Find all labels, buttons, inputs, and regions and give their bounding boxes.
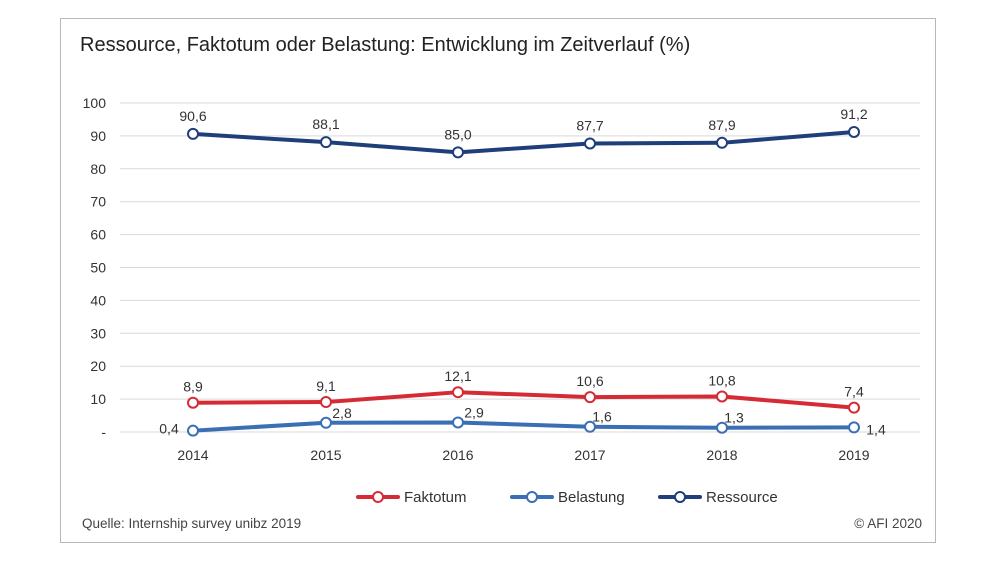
x-tick-label: 2018 <box>706 447 737 463</box>
y-tick-label: 30 <box>90 325 106 341</box>
data-point-faktotum <box>848 401 860 414</box>
series-group <box>187 125 860 437</box>
data-point-faktotum <box>452 386 464 399</box>
data-point-ressource <box>848 125 860 138</box>
data-label: 88,1 <box>312 116 339 132</box>
y-tick-label: 100 <box>83 95 107 111</box>
data-label: 1,4 <box>866 421 886 437</box>
data-label: 2,9 <box>464 404 484 420</box>
x-axis: 2014 2015 2016 2017 2018 2019 <box>177 447 869 463</box>
data-point-ressource <box>584 137 596 150</box>
data-label: 90,6 <box>179 108 206 124</box>
copyright-note: © AFI 2020 <box>854 516 922 531</box>
y-tick-label: 80 <box>90 161 106 177</box>
data-point-faktotum <box>584 391 596 404</box>
series-line-ressource <box>191 129 856 155</box>
y-tick-label: 60 <box>90 227 106 243</box>
data-label: 91,2 <box>840 106 867 122</box>
gridlines <box>120 102 920 433</box>
x-tick-label: 2019 <box>838 447 869 463</box>
legend-marker-belastung <box>526 491 538 503</box>
data-point-belastung <box>848 421 860 434</box>
y-tick-label: 10 <box>90 391 106 407</box>
data-label: 87,9 <box>708 117 735 133</box>
data-point-belastung <box>716 421 728 434</box>
data-point-belastung <box>320 416 332 429</box>
data-point-belastung <box>187 424 199 437</box>
data-label: 10,6 <box>576 373 603 389</box>
data-label: 0,4 <box>159 421 179 437</box>
data-label: 1,6 <box>592 409 612 425</box>
y-tick-label: - <box>101 424 106 440</box>
data-label: 1,3 <box>724 410 744 426</box>
series-line-faktotum <box>191 390 856 410</box>
x-tick-label: 2016 <box>442 447 473 463</box>
data-label: 9,1 <box>316 378 336 394</box>
legend-label-faktotum: Faktotum <box>404 489 467 506</box>
legend: Faktotum Belastung Ressource <box>356 489 778 506</box>
legend-label-belastung: Belastung <box>558 489 625 506</box>
data-label: 8,9 <box>183 379 203 395</box>
chart-title: Ressource, Faktotum oder Belastung: Entw… <box>80 34 691 56</box>
data-point-belastung <box>452 416 464 429</box>
data-label: 85,0 <box>444 126 471 142</box>
data-point-ressource <box>320 136 332 149</box>
y-tick-label: 40 <box>90 292 106 308</box>
y-tick-label: 90 <box>90 128 106 144</box>
data-point-faktotum <box>320 396 332 409</box>
y-tick-label: 70 <box>90 194 106 210</box>
data-point-ressource <box>452 146 464 159</box>
chart-frame <box>60 18 936 543</box>
data-label: 2,8 <box>332 405 352 421</box>
data-point-ressource <box>716 136 728 149</box>
data-point-faktotum <box>716 390 728 403</box>
data-label: 7,4 <box>844 384 864 400</box>
data-point-faktotum <box>187 396 199 409</box>
legend-marker-ressource <box>674 491 686 503</box>
y-axis: - 10 20 30 40 50 60 70 80 90 100 <box>83 95 107 440</box>
data-label: 12,1 <box>444 368 471 384</box>
y-tick-label: 50 <box>90 260 106 276</box>
data-label: 10,8 <box>708 372 735 388</box>
data-label: 87,7 <box>576 117 603 133</box>
x-tick-label: 2017 <box>574 447 605 463</box>
series-line-belastung <box>191 420 856 433</box>
legend-label-ressource: Ressource <box>706 489 778 506</box>
x-tick-label: 2015 <box>310 447 341 463</box>
data-labels: 8,9 9,1 12,1 10,6 10,8 7,4 0,4 2,8 2,9 1,6 1,3 1,4 9… <box>159 106 886 437</box>
source-note: Quelle: Internship survey unibz 2019 <box>82 516 302 531</box>
y-tick-label: 20 <box>90 358 106 374</box>
data-point-belastung <box>584 420 596 433</box>
legend-marker-faktotum <box>372 491 384 503</box>
data-point-ressource <box>187 127 199 140</box>
x-tick-label: 2014 <box>177 447 208 463</box>
